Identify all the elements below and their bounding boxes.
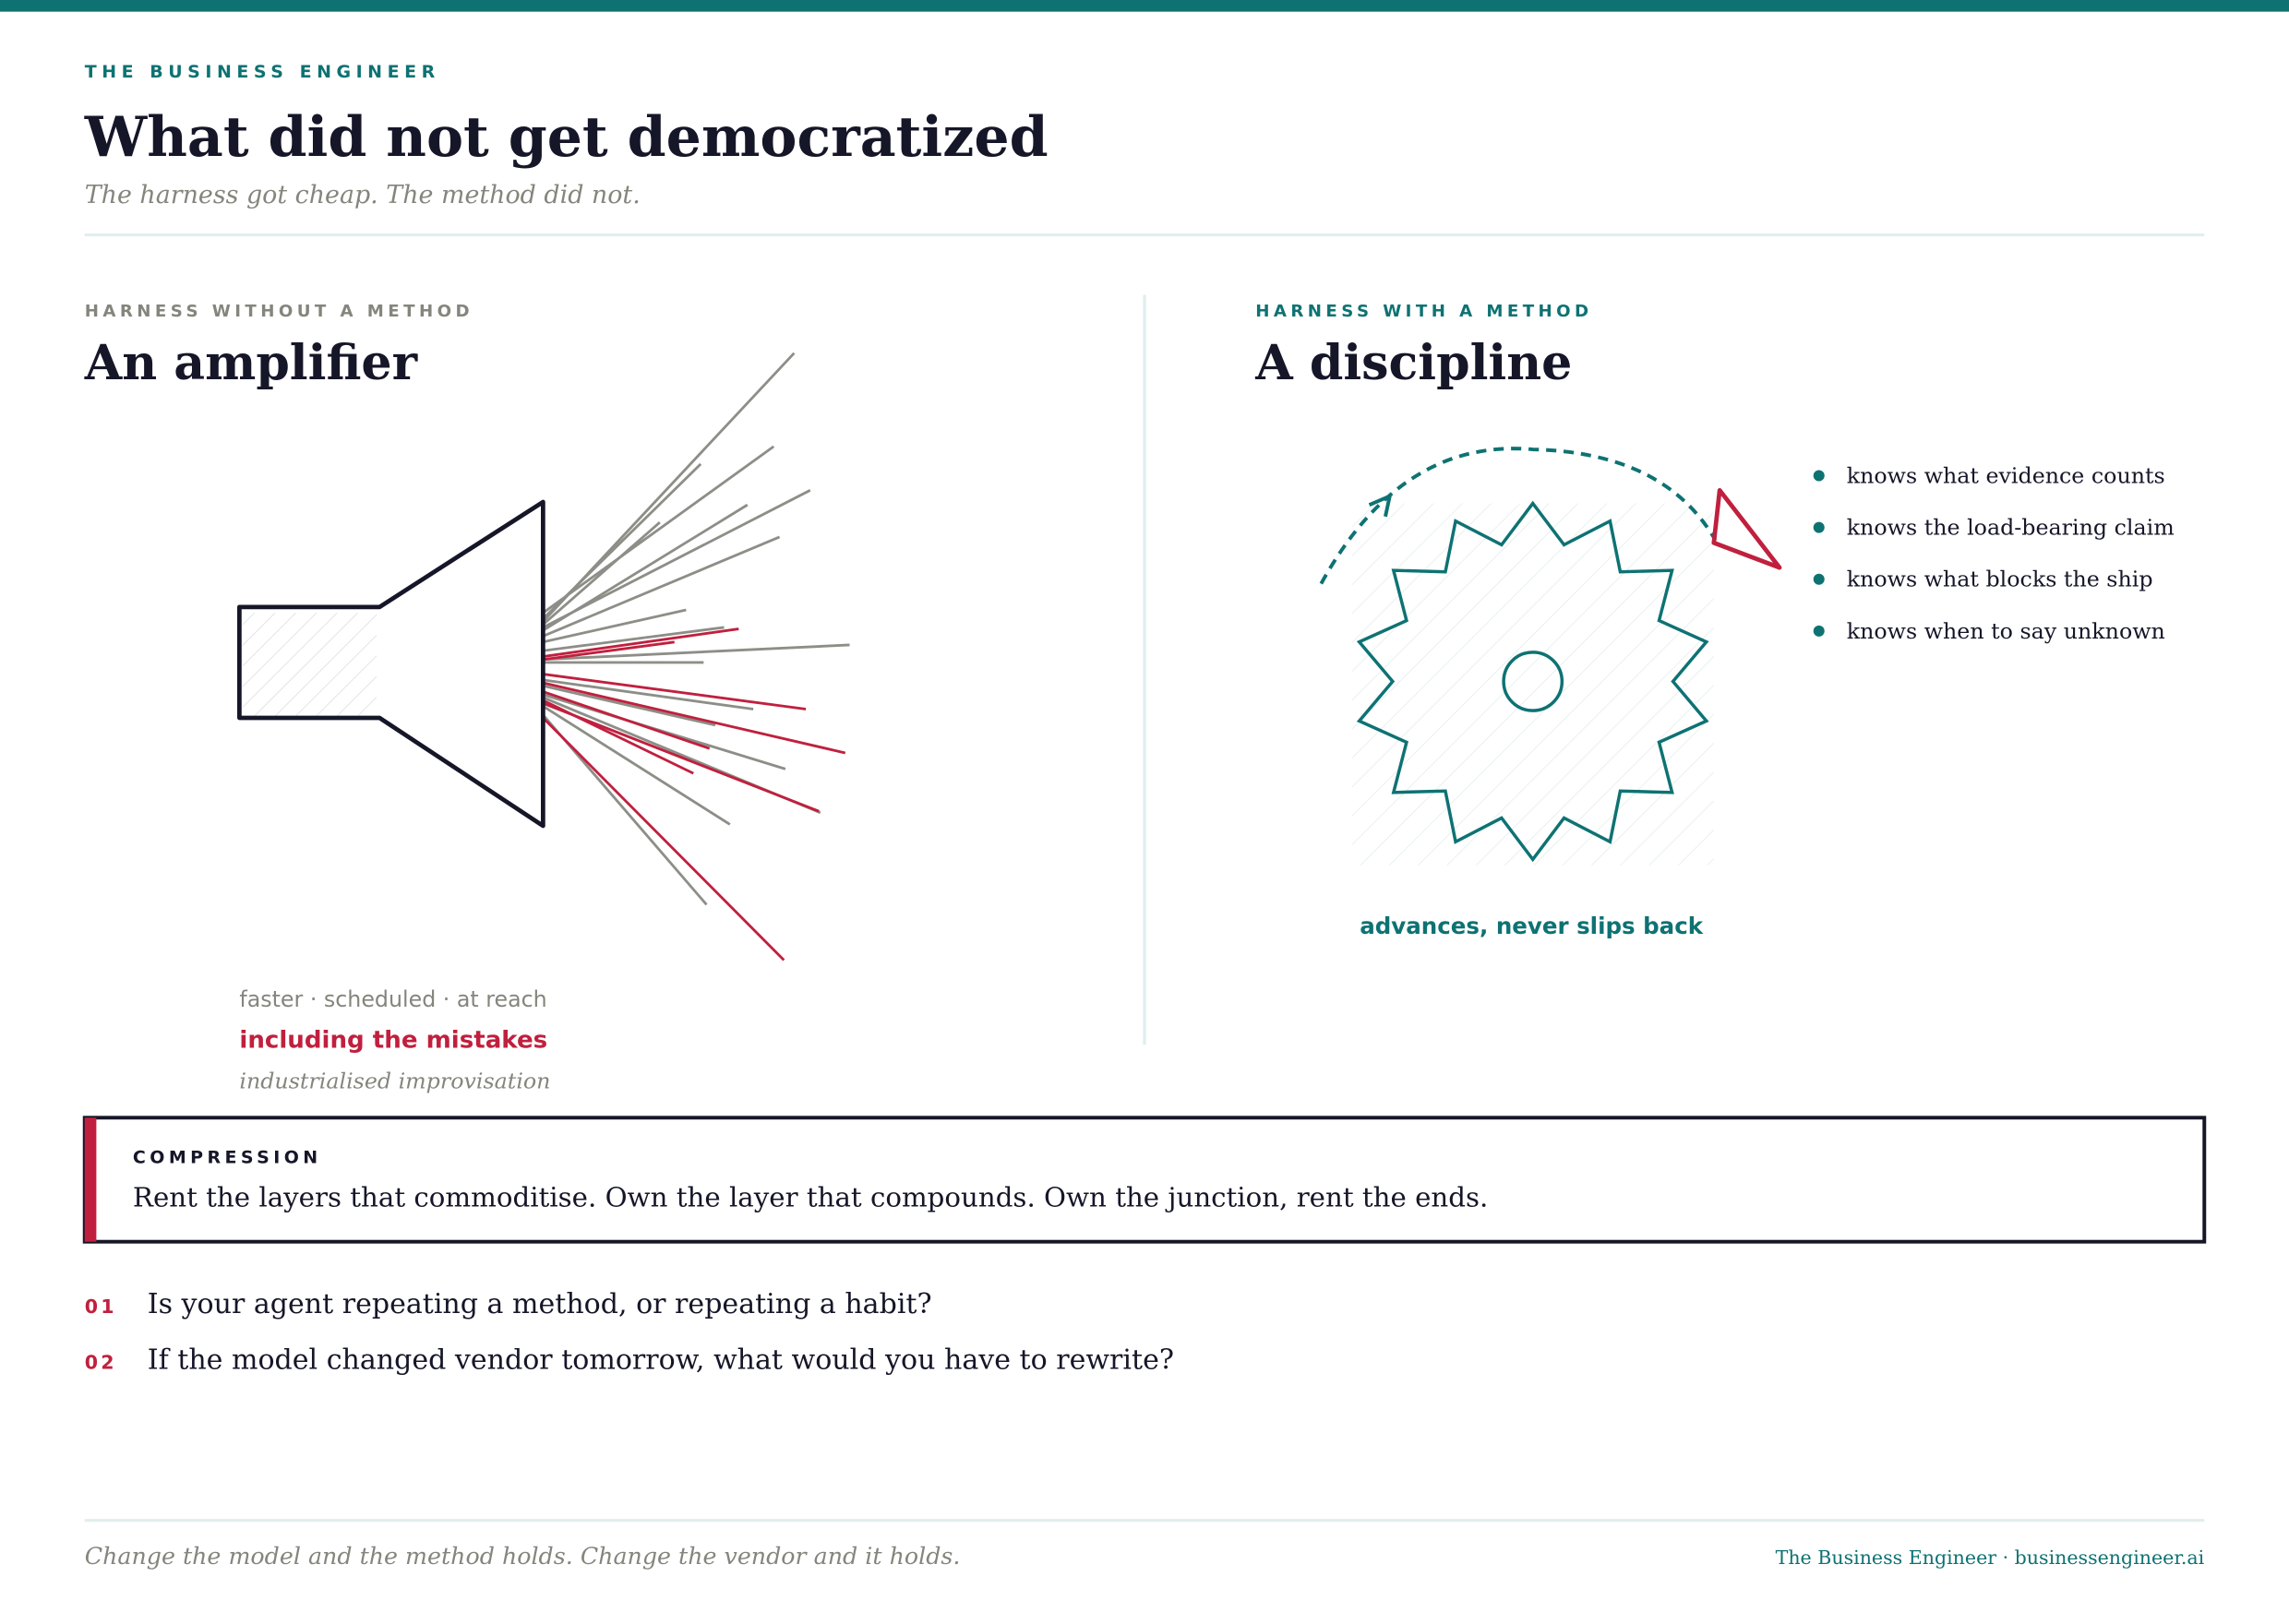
- gear: [1356, 500, 1709, 863]
- ray-error: [543, 681, 846, 755]
- bullet-dot: [1813, 521, 1825, 533]
- ray: [542, 445, 775, 615]
- kicker: THE BUSINESS ENGINEER: [85, 62, 440, 82]
- footer-right: The Business Engineer · businessengineer…: [1776, 1546, 2205, 1569]
- left-note: industrialised improvisation: [239, 1069, 550, 1094]
- question-number: 02: [85, 1351, 117, 1373]
- ray: [542, 462, 702, 620]
- ray: [542, 705, 731, 826]
- ray-error: [542, 717, 785, 961]
- ray: [542, 489, 811, 629]
- subtitle: The harness got cheap. The method did no…: [85, 181, 641, 209]
- speaker-hatch: [242, 613, 378, 719]
- top-bar: [0, 0, 2289, 12]
- question-number: 01: [85, 1296, 117, 1318]
- gear-hatch: [1351, 503, 1714, 866]
- ray: [542, 535, 781, 638]
- ray-error: [542, 690, 711, 750]
- title: What did not get democratized: [84, 105, 1049, 170]
- bullet-dot: [1813, 625, 1825, 637]
- speaker: [237, 499, 545, 829]
- left-label: HARNESS WITHOUT A METHOD: [85, 302, 473, 321]
- bullet-text: knows what blocks the ship: [1847, 567, 2153, 592]
- bullet-text: knows the load-bearing claim: [1847, 515, 2175, 541]
- callout-box: [82, 1116, 2207, 1244]
- left-caption: faster · scheduled · at reach: [239, 986, 546, 1012]
- ray: [542, 521, 661, 626]
- bullet-dot: [1813, 573, 1825, 585]
- gear-hub: [1502, 651, 1564, 712]
- ray: [543, 678, 754, 710]
- bullets: knows what evidence counts knows the load…: [1813, 462, 2175, 644]
- question-text: If the model changed vendor tomorrow, wh…: [148, 1343, 1174, 1376]
- ray: [543, 626, 725, 652]
- callout-label: COMPRESSION: [133, 1147, 322, 1167]
- ray-error: [543, 673, 807, 710]
- arc-arrow: [1368, 493, 1393, 518]
- bullet-text: knows what evidence counts: [1847, 462, 2165, 488]
- left-title: An amplifier: [84, 335, 419, 391]
- question-text: Is your agent repeating a method, or rep…: [148, 1288, 932, 1320]
- bullet-text: knows when to say unknown: [1847, 618, 2165, 644]
- pawl: [1711, 487, 1782, 570]
- ray-error: [543, 627, 739, 658]
- footer-left: Change the model and the method holds. C…: [85, 1543, 961, 1570]
- right-label: HARNESS WITH A METHOD: [1255, 302, 1592, 321]
- ray-error: [542, 701, 820, 813]
- ray: [543, 643, 850, 662]
- right-title: A discipline: [1254, 335, 1572, 391]
- callout-text: Rent the layers that commoditise. Own th…: [133, 1182, 1488, 1213]
- progress-arc: [1319, 447, 1718, 585]
- ray: [542, 503, 749, 632]
- ray: [543, 684, 716, 727]
- callout-accent: [84, 1117, 97, 1242]
- ray: [543, 608, 687, 644]
- left-warning: including the mistakes: [239, 1026, 547, 1054]
- bullet-dot: [1813, 470, 1825, 482]
- ray-error: [543, 640, 675, 662]
- questions: 01 Is your agent repeating a method, or r…: [85, 1288, 1174, 1376]
- rays: [542, 352, 850, 961]
- right-caption: advances, never slips back: [1360, 913, 1703, 939]
